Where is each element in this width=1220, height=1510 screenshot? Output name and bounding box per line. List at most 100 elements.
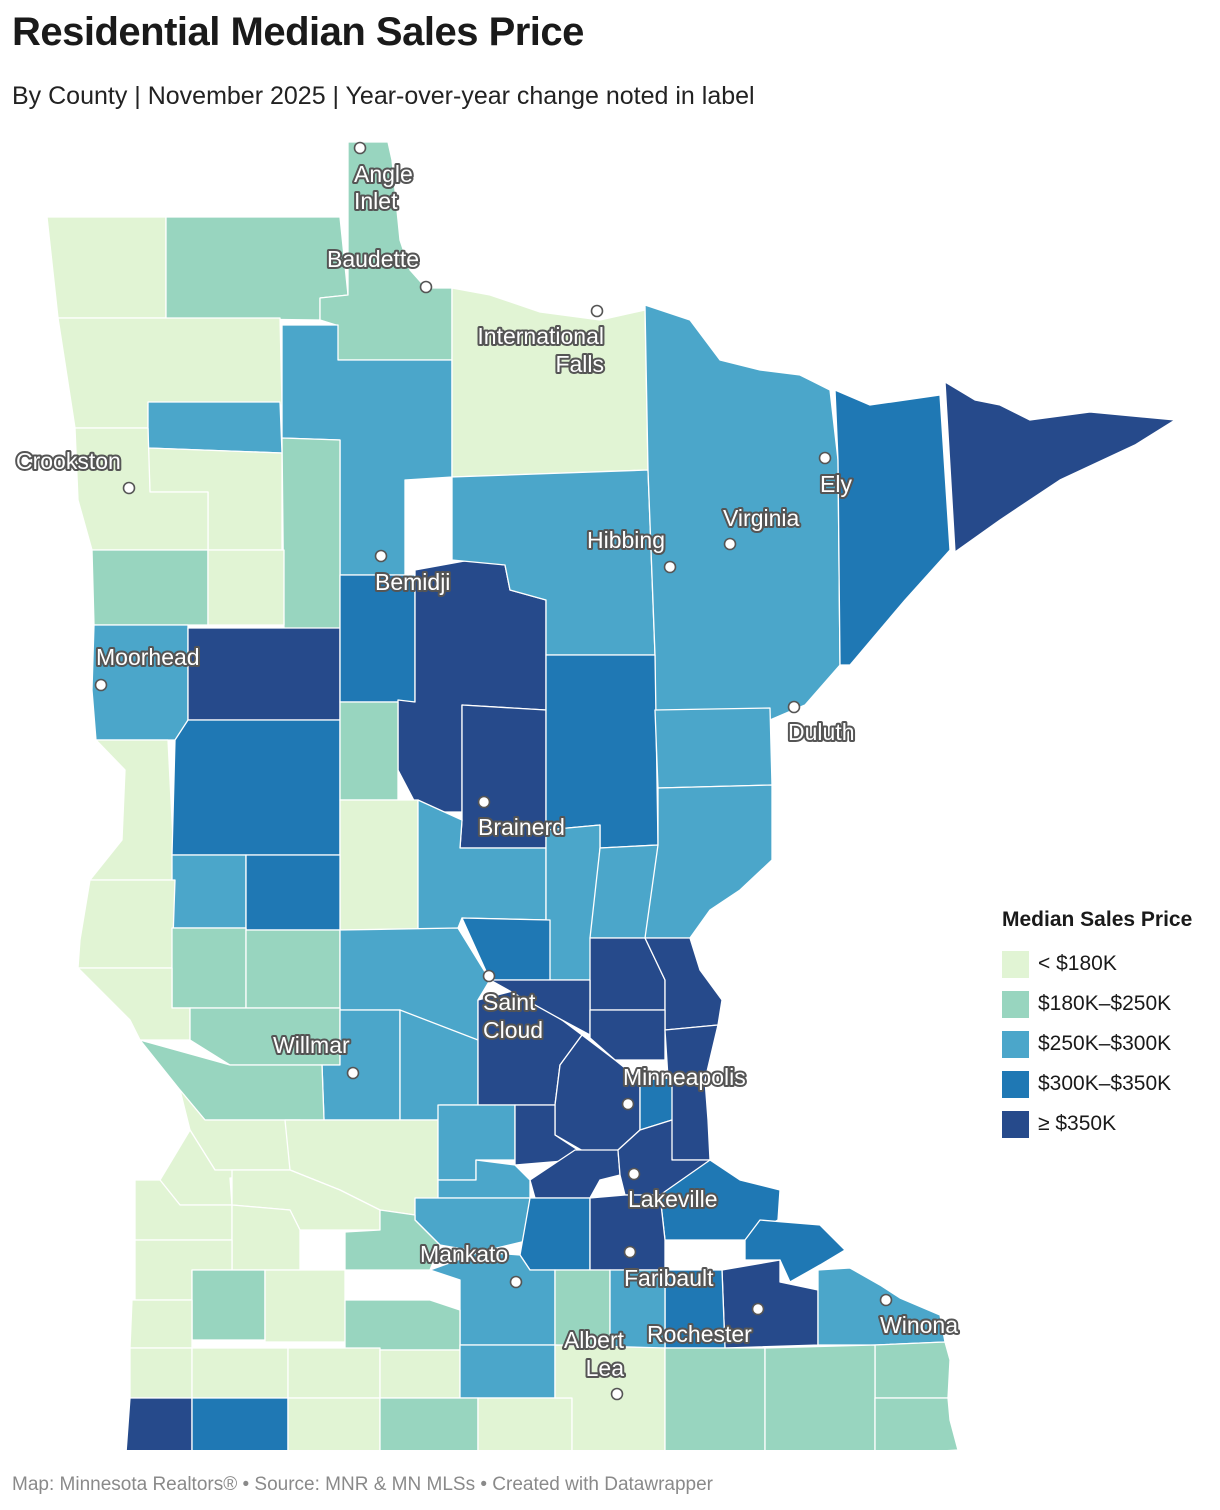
city-label-willmar: Willmar [273, 1032, 350, 1058]
county-watonwan[interactable] [344, 1299, 461, 1351]
counties [46, 141, 1176, 1450]
city-label-lakeville: Lakeville [628, 1186, 718, 1212]
legend-item-250k-300k: $250K–$300K [1002, 1024, 1192, 1064]
city-label-baudette: Baudette [327, 246, 419, 272]
county-koochiching[interactable] [451, 287, 649, 478]
city-dot-baudette [419, 280, 433, 294]
county-anoka[interactable] [589, 1009, 666, 1061]
county-rock[interactable] [129, 1299, 193, 1349]
county-wabasha[interactable] [744, 1219, 846, 1283]
county-nobles-south[interactable] [191, 1397, 289, 1450]
county-otter-tail[interactable] [171, 719, 341, 856]
county-winona[interactable] [817, 1267, 946, 1346]
city-labels: Angle Inlet Baudette International Falls C… [14, 159, 960, 1383]
legend-item-180k-250k: $180K–$250K [1002, 984, 1192, 1024]
city-dot-brainerd [477, 795, 491, 809]
legend-swatch [1002, 1070, 1029, 1098]
city-label-winona: Winona [880, 1312, 958, 1338]
county-mower[interactable] [664, 1347, 766, 1450]
county-norman[interactable] [91, 549, 209, 626]
county-chisago[interactable] [644, 937, 723, 1031]
city-dot-mankato [509, 1275, 523, 1289]
legend-label: $180K–$250K [1038, 992, 1172, 1015]
county-pope[interactable] [245, 929, 341, 1009]
county-todd[interactable] [339, 799, 419, 931]
county-jackson[interactable] [191, 1347, 289, 1399]
city-label-duluth: Duluth [788, 719, 854, 745]
county-pennington[interactable] [147, 401, 283, 454]
county-stevens[interactable] [171, 927, 247, 1009]
city-label-mankato: Mankato [420, 1241, 508, 1267]
county-southwest-corner[interactable] [125, 1397, 193, 1450]
city-label-moorhead: Moorhead [96, 644, 200, 670]
county-freeborn-north[interactable] [459, 1344, 556, 1399]
map-subtitle: By County | November 2025 | Year-over-ye… [12, 82, 755, 110]
county-cook[interactable] [944, 381, 1176, 553]
county-traverse[interactable] [77, 879, 176, 969]
city-dot-bemidji [374, 549, 388, 563]
county-pine[interactable] [644, 784, 773, 939]
city-label-saint-cloud: Saint Cloud [483, 989, 543, 1043]
county-nobles[interactable] [129, 1347, 193, 1399]
city-label-bemidji: Bemidji [375, 569, 450, 595]
county-fillmore[interactable] [764, 1344, 876, 1450]
county-faribault-south[interactable] [477, 1397, 573, 1450]
county-carlton[interactable] [654, 707, 773, 789]
city-dot-crookston [122, 481, 136, 495]
city-label-virginia: Virginia [723, 505, 799, 531]
county-washington[interactable] [664, 1024, 719, 1161]
county-mahnomen[interactable] [207, 549, 285, 626]
legend-title: Median Sales Price [1002, 908, 1193, 931]
city-dot-winona [879, 1293, 893, 1307]
city-label-crookston: Crookston [16, 448, 121, 474]
county-houston[interactable] [874, 1397, 959, 1450]
county-grant[interactable] [171, 854, 247, 929]
county-becker[interactable] [187, 627, 341, 721]
footer-credits: Map: Minnesota Realtors® • Source: MNR &… [12, 1474, 713, 1495]
county-wilkin[interactable] [89, 739, 176, 881]
legend-swatch [1002, 950, 1029, 978]
legend-item-under-180k: < $180K [1002, 944, 1192, 984]
city-dot-angle-inlet [353, 141, 367, 155]
city-label-international-falls: International Falls [477, 323, 604, 377]
legend-label: $300K–$350K [1038, 1072, 1172, 1095]
city-markers [94, 141, 893, 1401]
legend-swatch [1002, 1030, 1029, 1058]
minnesota-county-map: Angle Inlet Baudette International Falls C… [14, 141, 1176, 1450]
county-douglas[interactable] [245, 854, 341, 931]
city-dot-rochester [751, 1302, 765, 1316]
county-kittson[interactable] [46, 216, 167, 319]
county-martin[interactable] [287, 1347, 381, 1399]
city-dot-virginia [723, 537, 737, 551]
city-label-minneapolis: Minneapolis [623, 1064, 746, 1090]
legend-swatch [1002, 1110, 1029, 1138]
county-fillmore-north[interactable] [874, 1341, 951, 1399]
county-martin-south[interactable] [379, 1397, 479, 1450]
county-faribault[interactable] [379, 1349, 461, 1399]
county-lake[interactable] [834, 389, 951, 666]
legend-item-300k-350k: $300K–$350K [1002, 1064, 1192, 1104]
legend-label: < $180K [1038, 952, 1117, 975]
county-jackson-south[interactable] [287, 1397, 381, 1450]
city-label-albert-lea: Albert Lea [564, 1327, 625, 1381]
city-label-rochester: Rochester [647, 1321, 752, 1347]
legend-item-over-350k: ≥ $350K [1002, 1104, 1192, 1144]
city-dot-duluth [787, 700, 801, 714]
legend: Median Sales Price < $180K $180K–$250K $… [1002, 908, 1192, 1144]
county-le-sueur[interactable] [519, 1197, 591, 1271]
city-dot-hibbing [663, 560, 677, 574]
city-dot-willmar [346, 1066, 360, 1080]
county-lyon[interactable] [231, 1204, 301, 1271]
city-dot-lakeville [627, 1167, 641, 1181]
city-label-hibbing: Hibbing [587, 527, 665, 553]
county-murray[interactable] [191, 1269, 266, 1341]
county-polk[interactable] [74, 427, 209, 551]
county-goodhue[interactable] [659, 1159, 781, 1241]
county-clearwater[interactable] [281, 437, 341, 631]
city-dot-international-falls [590, 304, 604, 318]
city-dot-saint-cloud [482, 969, 496, 983]
city-dot-albert-lea [610, 1387, 624, 1401]
county-wadena[interactable] [339, 701, 399, 801]
map-title: Residential Median Sales Price [12, 10, 584, 54]
city-label-angle-inlet: Angle Inlet [354, 161, 413, 214]
